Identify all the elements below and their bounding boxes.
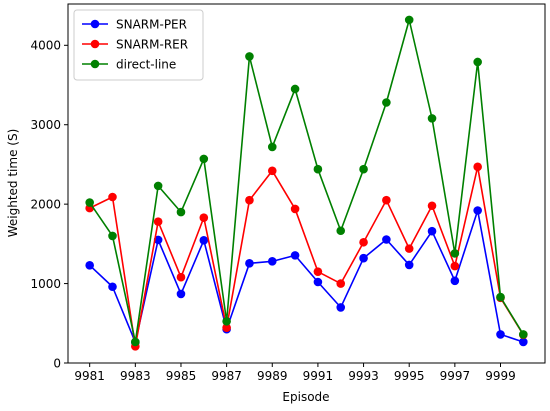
data-point xyxy=(336,303,346,312)
series-snarm-per xyxy=(85,206,528,347)
legend-item: SNARM-RER xyxy=(82,37,188,51)
data-point xyxy=(313,277,323,287)
data-point xyxy=(267,257,277,266)
data-point xyxy=(473,57,482,67)
data-point xyxy=(176,289,186,299)
data-point xyxy=(519,337,528,347)
x-tick-label: 9997 xyxy=(440,369,471,383)
x-tick-label: 9999 xyxy=(485,369,516,383)
y-tick-label: 4000 xyxy=(30,39,61,53)
data-point xyxy=(290,251,300,260)
y-axis-label: Weighted time (S) xyxy=(6,129,20,238)
data-point xyxy=(359,164,368,174)
y-axis: 0 1000 2000 3000 4000 xyxy=(30,39,68,370)
data-point xyxy=(222,323,231,332)
x-tick-label: 9991 xyxy=(303,369,334,383)
legend-marker xyxy=(90,39,100,49)
data-point xyxy=(245,259,254,268)
data-point xyxy=(519,330,528,339)
x-tick-label: 9987 xyxy=(211,369,242,383)
data-point xyxy=(290,204,300,214)
y-tick-label: 1000 xyxy=(30,277,61,291)
data-point xyxy=(85,261,94,270)
data-point xyxy=(313,164,323,174)
data-point xyxy=(382,235,391,244)
data-point xyxy=(153,217,163,226)
data-point xyxy=(473,162,482,172)
x-tick-label: 9983 xyxy=(120,369,151,383)
data-point xyxy=(222,317,231,326)
legend-item: SNARM-PER xyxy=(82,17,187,31)
legend-label: direct-line xyxy=(116,57,176,71)
legend-label: SNARM-RER xyxy=(116,37,188,51)
series-line xyxy=(89,19,525,343)
data-point xyxy=(199,154,209,164)
legend-marker xyxy=(90,19,100,29)
data-point xyxy=(359,237,368,247)
legend-item: direct-line xyxy=(82,57,176,71)
data-point xyxy=(313,267,323,276)
y-tick-label: 0 xyxy=(53,356,61,370)
data-point xyxy=(473,206,482,215)
series-line xyxy=(89,209,524,344)
data-point xyxy=(496,292,505,302)
data-point xyxy=(267,142,277,152)
data-point xyxy=(427,201,437,211)
data-point xyxy=(176,207,186,217)
data-point xyxy=(153,181,163,191)
legend-box xyxy=(73,9,204,81)
data-point xyxy=(404,244,414,253)
data-point xyxy=(245,52,254,61)
x-tick-label: 9981 xyxy=(74,369,105,383)
x-tick-label: 9995 xyxy=(394,369,425,383)
plot-frame xyxy=(67,3,546,364)
data-point xyxy=(496,330,505,339)
data-point xyxy=(199,235,209,245)
data-point xyxy=(131,337,140,347)
data-point xyxy=(336,226,346,236)
data-point xyxy=(108,192,117,202)
x-axis: 9981 9983 9985 9987 9989 9991 9993 9995 9997 9999 xyxy=(74,363,516,383)
y-tick-label: 3000 xyxy=(30,118,61,132)
series-layer xyxy=(85,15,528,351)
data-point xyxy=(427,226,437,236)
data-point xyxy=(382,98,391,107)
series-direct-line xyxy=(85,15,528,347)
data-point xyxy=(108,231,117,241)
x-tick-label: 9985 xyxy=(166,369,197,383)
data-point xyxy=(450,249,460,258)
series-line xyxy=(89,166,525,348)
x-axis-label: Episode xyxy=(282,390,329,404)
data-point xyxy=(382,195,391,205)
x-tick-label: 9989 xyxy=(257,369,288,383)
data-point xyxy=(199,213,209,222)
data-point xyxy=(404,260,414,270)
data-point xyxy=(245,195,254,205)
data-point xyxy=(450,276,460,286)
data-point xyxy=(359,253,368,263)
data-point xyxy=(267,166,277,176)
x-tick-label: 9993 xyxy=(348,369,379,383)
data-point xyxy=(176,272,186,282)
legend-label: SNARM-PER xyxy=(116,17,187,31)
data-point xyxy=(85,198,94,207)
data-point xyxy=(450,261,460,271)
y-tick-label: 2000 xyxy=(30,197,61,211)
data-point xyxy=(404,15,414,25)
data-point xyxy=(427,114,437,123)
legend: SNARM-PER SNARM-RER direct-line xyxy=(73,9,204,81)
data-point xyxy=(290,84,300,94)
data-point xyxy=(336,279,346,288)
legend-marker xyxy=(90,59,100,69)
data-point xyxy=(108,282,117,292)
